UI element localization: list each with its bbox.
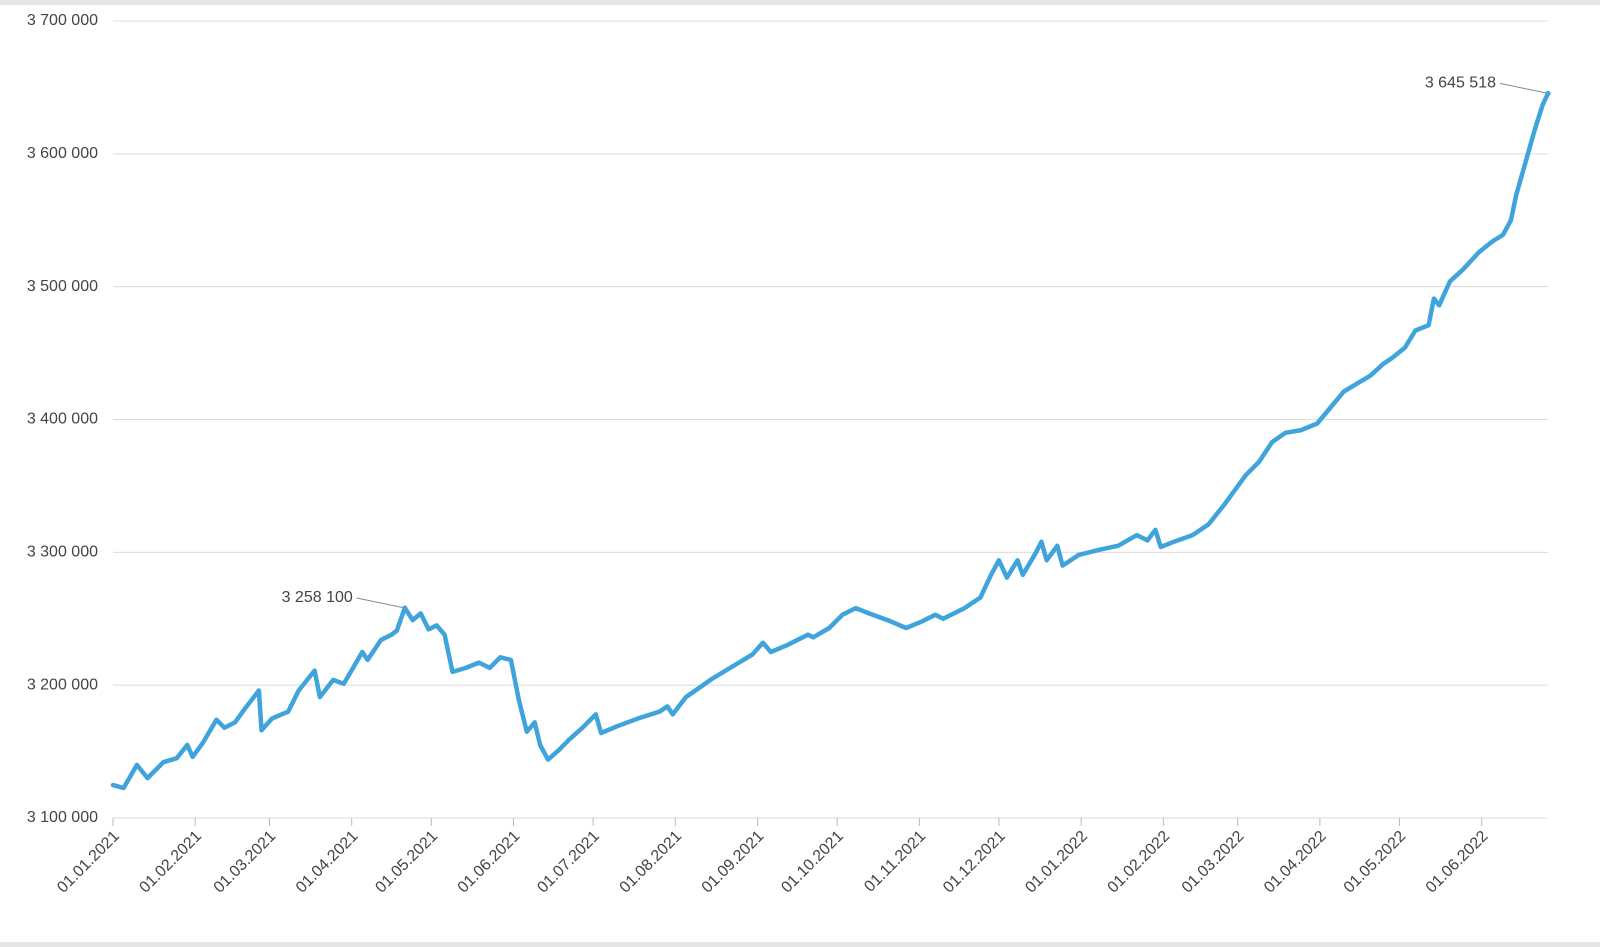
y-tick-label: 3 700 000	[27, 12, 98, 29]
y-tick-label: 3 400 000	[27, 411, 98, 428]
bottom-band	[0, 942, 1600, 947]
annotation-label: 3 258 100	[282, 589, 353, 606]
x-tick-label: 01.01.2021	[54, 828, 123, 897]
x-tick-label: 01.06.2022	[1423, 828, 1492, 897]
x-tick-label: 01.03.2022	[1179, 828, 1248, 897]
annotation-leader	[1499, 82, 1549, 94]
x-tick-label: 01.06.2021	[455, 828, 524, 897]
x-tick-label: 01.05.2022	[1341, 828, 1410, 897]
data-line	[110, 91, 1551, 791]
x-tick-label: 01.04.2022	[1261, 828, 1330, 897]
x-tick-label: 01.01.2022	[1022, 828, 1091, 897]
x-tick-label: 01.07.2021	[534, 828, 603, 897]
y-tick-label: 3 500 000	[27, 278, 98, 295]
y-tick-label: 3 100 000	[27, 809, 98, 826]
y-tick-label: 3 200 000	[27, 676, 98, 693]
x-tick-label: 01.12.2021	[940, 828, 1009, 897]
y-tick-label: 3 600 000	[27, 145, 98, 162]
annotation-point	[1545, 90, 1551, 96]
y-tick-label: 3 300 000	[27, 544, 98, 561]
x-tick-label: 01.11.2021	[861, 828, 929, 896]
annotation-point	[402, 605, 408, 611]
x-tick-label: 01.03.2021	[211, 828, 280, 897]
annotation-leader	[356, 597, 405, 609]
x-tick-label: 01.08.2021	[616, 828, 685, 897]
x-tick-label: 01.04.2021	[293, 828, 362, 897]
x-tick-label: 01.05.2021	[372, 828, 441, 897]
x-tick-label: 01.09.2021	[699, 828, 768, 897]
top-band	[0, 0, 1600, 5]
x-tick-label: 01.02.2021	[136, 828, 205, 897]
x-tick-label: 01.10.2021	[778, 828, 847, 897]
x-tick-label: 01.02.2022	[1105, 828, 1174, 897]
annotation-label: 3 645 518	[1425, 75, 1496, 92]
